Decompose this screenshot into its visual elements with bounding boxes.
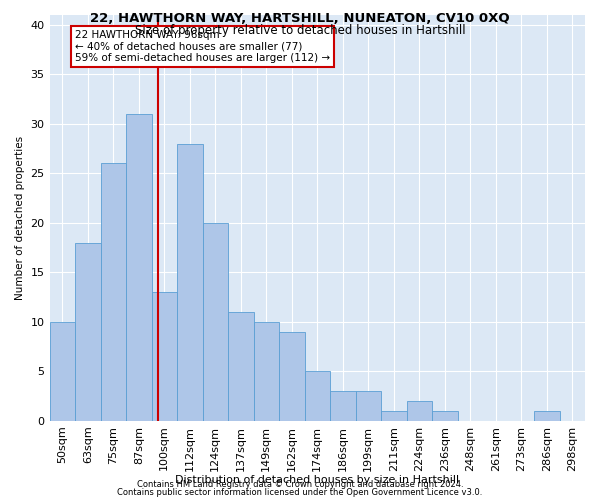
Bar [305, 372, 330, 421]
Bar [75, 242, 101, 421]
Bar [534, 411, 560, 421]
Text: Contains HM Land Registry data © Crown copyright and database right 2024.: Contains HM Land Registry data © Crown c… [137, 480, 463, 489]
Text: 22, HAWTHORN WAY, HARTSHILL, NUNEATON, CV10 0XQ: 22, HAWTHORN WAY, HARTSHILL, NUNEATON, C… [90, 12, 510, 26]
Bar [254, 322, 279, 421]
Bar [407, 401, 432, 421]
Y-axis label: Number of detached properties: Number of detached properties [15, 136, 25, 300]
Bar [356, 391, 381, 421]
Bar [228, 312, 254, 421]
Bar [381, 411, 407, 421]
Bar [126, 114, 152, 421]
Text: Size of property relative to detached houses in Hartshill: Size of property relative to detached ho… [134, 24, 466, 37]
Bar [432, 411, 458, 421]
Text: 22 HAWTHORN WAY: 96sqm
← 40% of detached houses are smaller (77)
59% of semi-det: 22 HAWTHORN WAY: 96sqm ← 40% of detached… [75, 30, 330, 63]
Bar [101, 164, 126, 421]
Text: Contains public sector information licensed under the Open Government Licence v3: Contains public sector information licen… [118, 488, 482, 497]
Bar [177, 144, 203, 421]
Bar [330, 391, 356, 421]
Bar [152, 292, 177, 421]
X-axis label: Distribution of detached houses by size in Hartshill: Distribution of detached houses by size … [175, 475, 460, 485]
Bar [279, 332, 305, 421]
Bar [203, 223, 228, 421]
Bar [50, 322, 75, 421]
